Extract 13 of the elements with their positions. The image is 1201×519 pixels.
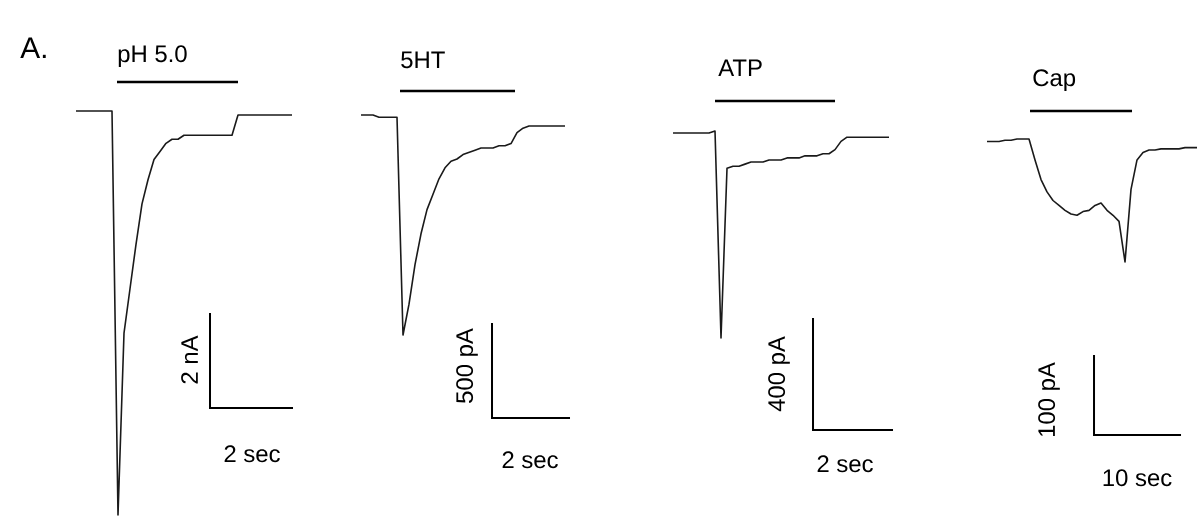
text: 100 pA (1038, 362, 1060, 437)
text: 2 sec (817, 455, 873, 473)
chart-title: Cap (1033, 69, 1076, 91)
annotation: 2 sec (224, 445, 280, 463)
chart-title: 5HT (401, 51, 445, 69)
text: 2 sec (502, 451, 558, 469)
annotation: 400 pA (768, 336, 790, 412)
text: A. (20, 37, 46, 58)
annotation: 2 nA (181, 335, 198, 384)
annotation: 500 pA (456, 328, 478, 403)
chart-title: pH 5.0 (118, 45, 187, 67)
text: 10 sec (1103, 469, 1172, 487)
chart-title: ATP (718, 59, 762, 76)
